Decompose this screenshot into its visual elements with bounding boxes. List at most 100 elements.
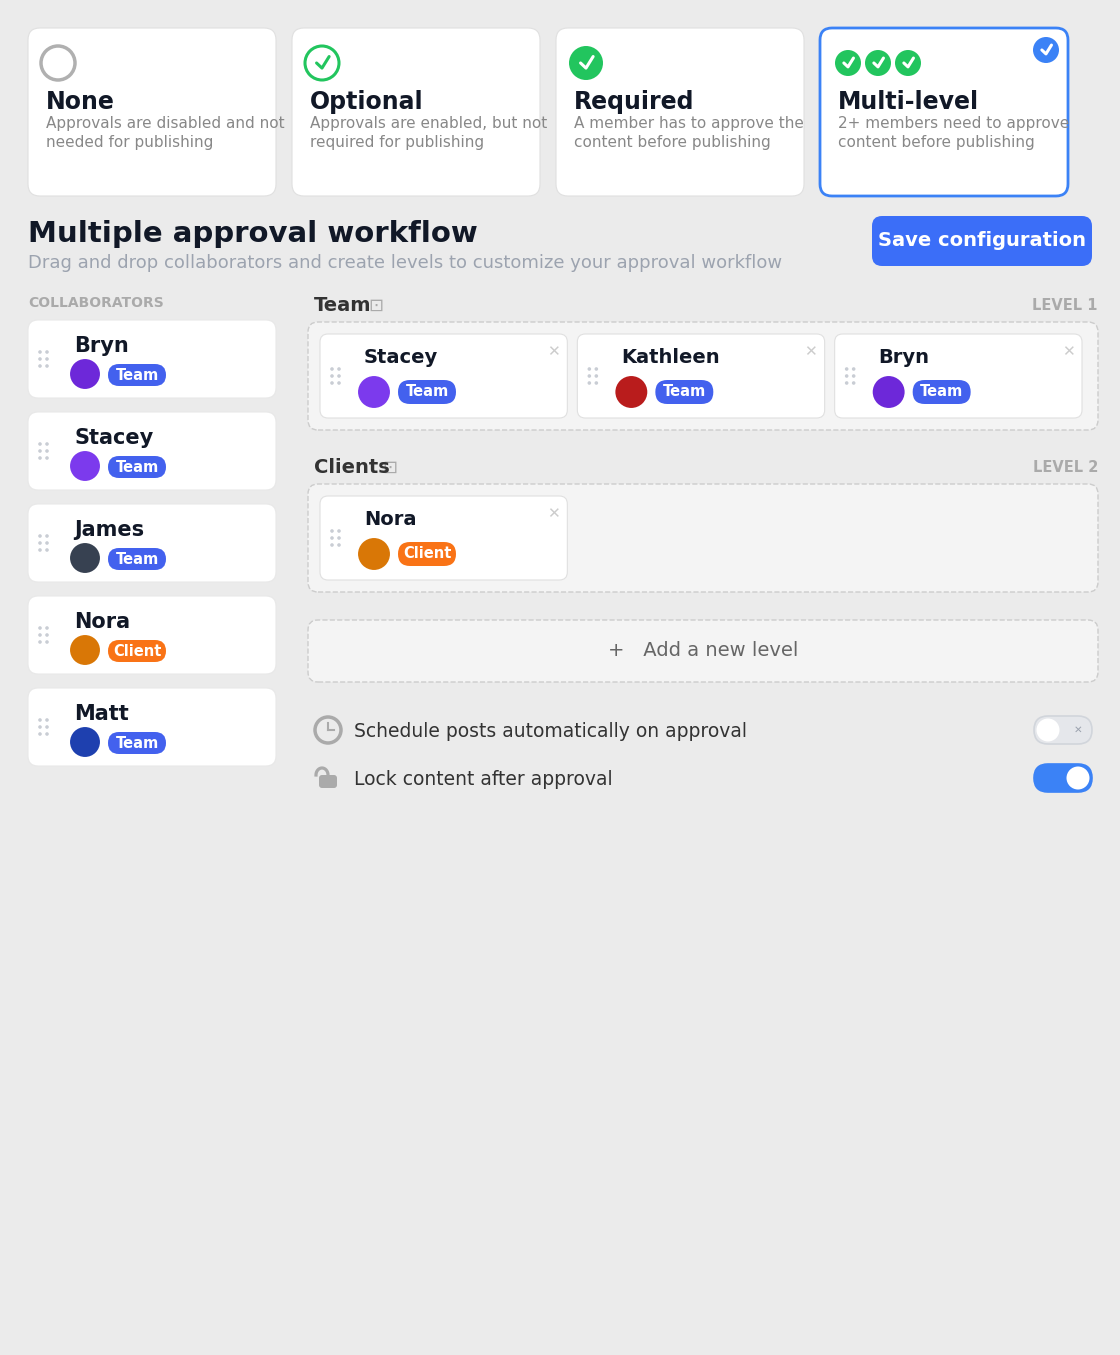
Text: Bryn: Bryn: [879, 348, 930, 367]
Circle shape: [615, 375, 648, 409]
Text: ⊡: ⊡: [368, 297, 383, 314]
Circle shape: [844, 381, 849, 385]
Text: Team: Team: [920, 385, 963, 400]
Circle shape: [844, 367, 849, 371]
Text: Client: Client: [113, 644, 161, 659]
Text: Stacey: Stacey: [74, 428, 153, 449]
Text: ⊡: ⊡: [382, 459, 398, 477]
Text: Multiple approval workflow: Multiple approval workflow: [28, 220, 478, 248]
Circle shape: [330, 374, 334, 378]
Circle shape: [38, 450, 41, 453]
Text: A member has to approve the: A member has to approve the: [573, 117, 804, 131]
Circle shape: [613, 374, 650, 411]
Text: ✕: ✕: [1062, 344, 1074, 359]
FancyBboxPatch shape: [308, 621, 1098, 682]
Circle shape: [337, 543, 340, 547]
FancyBboxPatch shape: [398, 542, 456, 566]
Circle shape: [45, 534, 49, 538]
FancyBboxPatch shape: [820, 28, 1068, 196]
Text: Team: Team: [405, 385, 449, 400]
Circle shape: [844, 374, 849, 378]
Text: Nora: Nora: [74, 612, 130, 631]
FancyBboxPatch shape: [28, 688, 276, 766]
Circle shape: [69, 726, 101, 757]
Circle shape: [852, 367, 856, 371]
Text: Team: Team: [115, 551, 159, 566]
Text: Bryn: Bryn: [74, 336, 129, 356]
Circle shape: [330, 530, 334, 533]
Circle shape: [38, 457, 41, 459]
Circle shape: [357, 375, 391, 409]
Circle shape: [67, 541, 103, 576]
Text: Drag and drop collaborators and create levels to customize your approval workflo: Drag and drop collaborators and create l…: [28, 253, 782, 272]
Circle shape: [595, 374, 598, 378]
Circle shape: [67, 633, 103, 668]
FancyBboxPatch shape: [108, 732, 166, 753]
Circle shape: [45, 541, 49, 545]
Text: required for publishing: required for publishing: [310, 136, 484, 150]
Circle shape: [871, 375, 906, 409]
FancyBboxPatch shape: [1034, 764, 1092, 793]
Text: ✕: ✕: [804, 344, 818, 359]
Text: Clients: Clients: [314, 458, 390, 477]
Circle shape: [38, 350, 41, 354]
Circle shape: [337, 374, 340, 378]
FancyBboxPatch shape: [28, 596, 276, 673]
Circle shape: [330, 543, 334, 547]
Circle shape: [69, 542, 101, 575]
Text: ✓: ✓: [1043, 771, 1053, 785]
Circle shape: [1036, 718, 1060, 741]
Circle shape: [38, 626, 41, 630]
Text: Team: Team: [115, 367, 159, 382]
Text: Schedule posts automatically on approval: Schedule posts automatically on approval: [354, 722, 747, 741]
Circle shape: [45, 457, 49, 459]
Circle shape: [69, 450, 101, 482]
Circle shape: [355, 535, 392, 573]
FancyBboxPatch shape: [913, 379, 971, 404]
FancyBboxPatch shape: [577, 333, 824, 417]
Circle shape: [45, 633, 49, 637]
Circle shape: [1066, 767, 1090, 790]
Text: Save configuration: Save configuration: [878, 232, 1086, 251]
Circle shape: [38, 442, 41, 446]
Text: Optional: Optional: [310, 89, 423, 114]
Text: None: None: [46, 89, 115, 114]
Text: Team: Team: [314, 295, 372, 314]
Text: needed for publishing: needed for publishing: [46, 136, 214, 150]
Text: content before publishing: content before publishing: [573, 136, 771, 150]
FancyBboxPatch shape: [320, 496, 568, 580]
Circle shape: [45, 450, 49, 453]
Circle shape: [69, 634, 101, 667]
Circle shape: [569, 46, 603, 80]
Text: ✕: ✕: [547, 344, 560, 359]
Circle shape: [38, 633, 41, 637]
Text: LEVEL 2: LEVEL 2: [1033, 459, 1098, 476]
Circle shape: [595, 381, 598, 385]
FancyBboxPatch shape: [319, 775, 337, 789]
FancyBboxPatch shape: [292, 28, 540, 196]
Circle shape: [38, 725, 41, 729]
Circle shape: [330, 367, 334, 371]
Text: content before publishing: content before publishing: [838, 136, 1035, 150]
Circle shape: [895, 50, 921, 76]
Circle shape: [865, 50, 892, 76]
Circle shape: [337, 367, 340, 371]
FancyBboxPatch shape: [1034, 715, 1092, 744]
Circle shape: [38, 358, 41, 360]
Circle shape: [1033, 37, 1060, 62]
Circle shape: [852, 374, 856, 378]
Text: Client: Client: [403, 546, 451, 561]
Text: Team: Team: [115, 736, 159, 751]
FancyBboxPatch shape: [398, 379, 456, 404]
Circle shape: [69, 358, 101, 390]
Text: James: James: [74, 520, 144, 541]
Circle shape: [45, 442, 49, 446]
Circle shape: [38, 541, 41, 545]
Circle shape: [45, 640, 49, 644]
Text: Team: Team: [663, 385, 706, 400]
FancyBboxPatch shape: [108, 640, 166, 663]
Text: Kathleen: Kathleen: [622, 348, 720, 367]
Text: ✕: ✕: [1074, 725, 1082, 734]
Circle shape: [45, 732, 49, 736]
Circle shape: [337, 530, 340, 533]
